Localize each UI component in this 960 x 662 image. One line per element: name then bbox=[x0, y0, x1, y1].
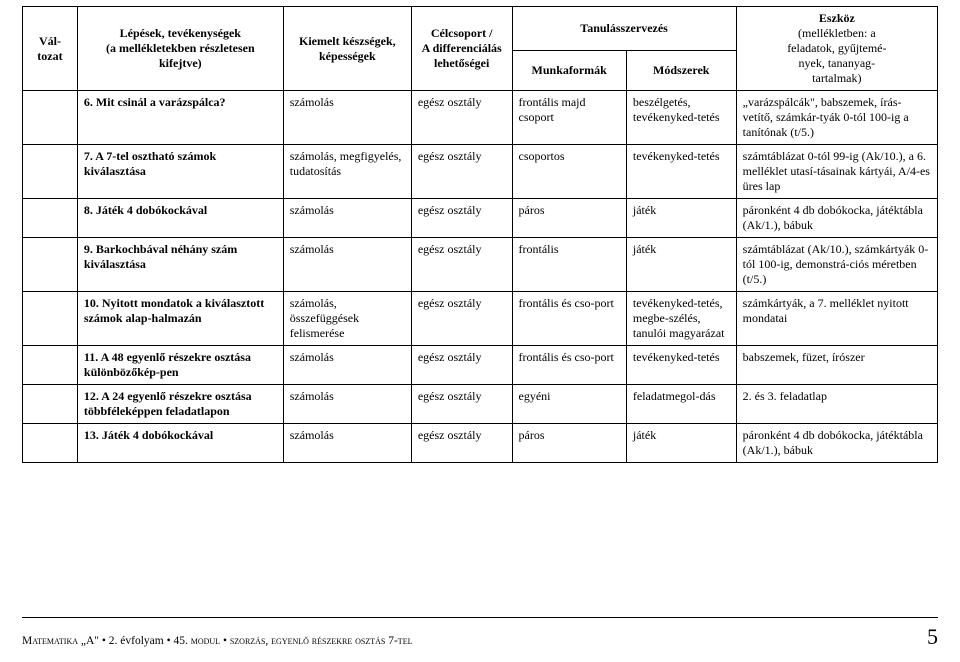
th-tanulasszervezes: Tanulásszervezés bbox=[512, 7, 736, 51]
footer-text: Matematika „A" • 2. évfolyam • 45. modul… bbox=[22, 635, 412, 647]
lesson-table: Vál- tozat Lépések, tevékenységek (a mel… bbox=[22, 6, 938, 463]
cell-munkaformak: páros bbox=[512, 199, 626, 238]
cell-munkaformak: páros bbox=[512, 424, 626, 463]
cell-modszerek: beszélgetés, tevékenyked-tetés bbox=[626, 91, 736, 145]
cell-lepesek: 8. Játék 4 dobókockával bbox=[77, 199, 283, 238]
cell-modszerek: feladatmegol-dás bbox=[626, 385, 736, 424]
cell-lepesek: 9. Barkochbával néhány szám kiválasztása bbox=[77, 238, 283, 292]
cell-keszsegek: számolás bbox=[283, 385, 411, 424]
cell-eszkoz: számtáblázat 0-tól 99-ig (Ak/10.), a 6. … bbox=[736, 145, 937, 199]
cell-keszsegek: számolás bbox=[283, 238, 411, 292]
cell-valtozat bbox=[23, 424, 78, 463]
footer-part-d: • bbox=[220, 635, 230, 647]
cell-eszkoz: számtáblázat (Ak/10.), számkártyák 0-tól… bbox=[736, 238, 937, 292]
th-kiemelt: Kiemelt készségek, képességek bbox=[283, 7, 411, 91]
cell-valtozat bbox=[23, 346, 78, 385]
table-row: 12. A 24 egyenlő részekre osztása többfé… bbox=[23, 385, 938, 424]
cell-modszerek: játék bbox=[626, 238, 736, 292]
cell-modszerek: tevékenyked-tetés, megbe-szélés, tanulói… bbox=[626, 292, 736, 346]
cell-celcsoport: egész osztály bbox=[411, 292, 512, 346]
cell-celcsoport: egész osztály bbox=[411, 346, 512, 385]
cell-munkaformak: frontális bbox=[512, 238, 626, 292]
cell-keszsegek: számolás, megfigyelés, tudatosítás bbox=[283, 145, 411, 199]
cell-lepesek: 6. Mit csinál a varázspálca? bbox=[77, 91, 283, 145]
footer-part-c: modul bbox=[191, 635, 220, 647]
cell-lepesek: 7. A 7-tel osztható számok kiválasztása bbox=[77, 145, 283, 199]
cell-eszkoz: „varázspálcák", babszemek, írás-vetítő, … bbox=[736, 91, 937, 145]
table-row: 9. Barkochbával néhány szám kiválasztása… bbox=[23, 238, 938, 292]
cell-keszsegek: számolás bbox=[283, 91, 411, 145]
cell-munkaformak: frontális és cso-port bbox=[512, 346, 626, 385]
cell-keszsegek: számolás bbox=[283, 424, 411, 463]
cell-valtozat bbox=[23, 199, 78, 238]
cell-celcsoport: egész osztály bbox=[411, 145, 512, 199]
cell-valtozat bbox=[23, 292, 78, 346]
cell-valtozat bbox=[23, 91, 78, 145]
table-row: 11. A 48 egyenlő részekre osztása különb… bbox=[23, 346, 938, 385]
footer-part-b: • 2. évfolyam • 45. bbox=[102, 635, 191, 647]
cell-modszerek: tevékenyked-tetés bbox=[626, 346, 736, 385]
cell-eszkoz: számkártyák, a 7. melléklet nyitott mond… bbox=[736, 292, 937, 346]
cell-valtozat bbox=[23, 385, 78, 424]
cell-celcsoport: egész osztály bbox=[411, 385, 512, 424]
cell-modszerek: játék bbox=[626, 424, 736, 463]
cell-lepesek: 11. A 48 egyenlő részekre osztása különb… bbox=[77, 346, 283, 385]
cell-keszsegek: számolás bbox=[283, 346, 411, 385]
cell-munkaformak: egyéni bbox=[512, 385, 626, 424]
page-number: 5 bbox=[927, 624, 938, 650]
cell-celcsoport: egész osztály bbox=[411, 91, 512, 145]
cell-eszkoz: páronként 4 db dobókocka, játéktábla (Ak… bbox=[736, 424, 937, 463]
cell-munkaformak: csoportos bbox=[512, 145, 626, 199]
cell-eszkoz: 2. és 3. feladatlap bbox=[736, 385, 937, 424]
cell-modszerek: tevékenyked-tetés bbox=[626, 145, 736, 199]
cell-modszerek: játék bbox=[626, 199, 736, 238]
cell-celcsoport: egész osztály bbox=[411, 199, 512, 238]
cell-keszsegek: számolás, összefüggések felismerése bbox=[283, 292, 411, 346]
table-row: 8. Játék 4 dobókockávalszámolásegész osz… bbox=[23, 199, 938, 238]
cell-celcsoport: egész osztály bbox=[411, 238, 512, 292]
th-munkaformak: Munkaformák bbox=[512, 50, 626, 90]
table-row: 10. Nyitott mondatok a kiválasztott szám… bbox=[23, 292, 938, 346]
cell-lepesek: 13. Játék 4 dobókockával bbox=[77, 424, 283, 463]
cell-munkaformak: frontális és cso-port bbox=[512, 292, 626, 346]
th-valtozat: Vál- tozat bbox=[23, 7, 78, 91]
table-body: 6. Mit csinál a varázspálca?számolásegés… bbox=[23, 91, 938, 463]
cell-eszkoz: babszemek, füzet, írószer bbox=[736, 346, 937, 385]
cell-celcsoport: egész osztály bbox=[411, 424, 512, 463]
page-footer: Matematika „A" • 2. évfolyam • 45. modul… bbox=[22, 617, 938, 650]
th-lepesek: Lépések, tevékenységek (a mellékletekben… bbox=[77, 7, 283, 91]
footer-part-a: Matematika „A" bbox=[22, 635, 102, 647]
table-row: 13. Játék 4 dobókockávalszámolásegész os… bbox=[23, 424, 938, 463]
cell-lepesek: 10. Nyitott mondatok a kiválasztott szám… bbox=[77, 292, 283, 346]
table-row: 7. A 7-tel osztható számok kiválasztásas… bbox=[23, 145, 938, 199]
cell-keszsegek: számolás bbox=[283, 199, 411, 238]
page: Vál- tozat Lépések, tevékenységek (a mel… bbox=[0, 0, 960, 662]
table-row: 6. Mit csinál a varázspálca?számolásegés… bbox=[23, 91, 938, 145]
th-modszerek: Módszerek bbox=[626, 50, 736, 90]
th-eszkoz: Eszköz(mellékletben: afeladatok, gyűjtem… bbox=[736, 7, 937, 91]
cell-valtozat bbox=[23, 238, 78, 292]
cell-lepesek: 12. A 24 egyenlő részekre osztása többfé… bbox=[77, 385, 283, 424]
table-header: Vál- tozat Lépések, tevékenységek (a mel… bbox=[23, 7, 938, 91]
cell-munkaformak: frontális majd csoport bbox=[512, 91, 626, 145]
th-celcsoport: Célcsoport / A differenciálás lehetősége… bbox=[411, 7, 512, 91]
cell-valtozat bbox=[23, 145, 78, 199]
cell-eszkoz: páronként 4 db dobókocka, játéktábla (Ak… bbox=[736, 199, 937, 238]
footer-part-e: szorzás, egyenlő részekre osztás 7-tel bbox=[230, 635, 413, 647]
